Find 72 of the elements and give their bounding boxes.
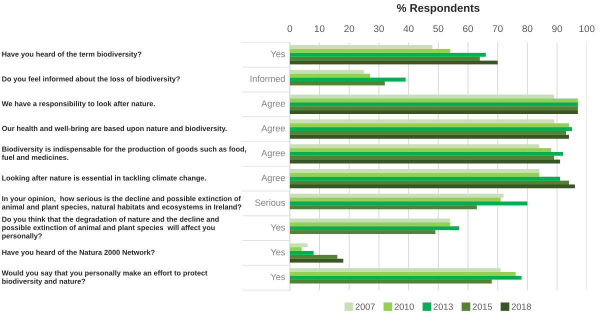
bar bbox=[290, 152, 564, 156]
bar bbox=[290, 268, 501, 272]
x-tick-label: 80 bbox=[522, 25, 532, 32]
bar bbox=[290, 254, 338, 259]
bar bbox=[290, 78, 406, 82]
text: Agree bbox=[261, 100, 285, 109]
bar bbox=[290, 48, 450, 53]
bar bbox=[290, 276, 522, 280]
bar bbox=[290, 205, 477, 210]
bar bbox=[290, 180, 569, 184]
bar bbox=[290, 176, 560, 181]
x-tick-label: 60 bbox=[463, 25, 474, 32]
bar bbox=[290, 272, 516, 276]
x-tick-label: 70 bbox=[492, 25, 503, 32]
bar bbox=[290, 94, 554, 99]
text: Informed bbox=[250, 75, 285, 82]
bar bbox=[290, 280, 492, 284]
legend-label: 2013 bbox=[434, 304, 453, 310]
bar bbox=[290, 45, 432, 49]
text: Serious bbox=[255, 199, 286, 206]
bar bbox=[290, 119, 554, 124]
text: Agree bbox=[261, 150, 285, 158]
bar bbox=[290, 198, 501, 202]
bar bbox=[290, 144, 540, 148]
bar bbox=[290, 251, 314, 255]
chart-title: % Respondents bbox=[396, 4, 480, 14]
x-tick-label: 50 bbox=[433, 25, 444, 32]
text: Agree bbox=[261, 125, 285, 134]
text: Yes bbox=[270, 50, 286, 58]
bar bbox=[290, 110, 578, 114]
bar bbox=[290, 201, 528, 206]
bar bbox=[290, 70, 364, 74]
legend-label: 2010 bbox=[394, 304, 414, 310]
x-tick-label: 10 bbox=[314, 25, 325, 32]
x-tick-label: 30 bbox=[374, 25, 384, 32]
x-tick-label: 100 bbox=[579, 25, 595, 32]
bar bbox=[290, 81, 385, 86]
x-tick-label: 90 bbox=[552, 25, 562, 32]
legend-label: 2015 bbox=[472, 304, 492, 310]
bar bbox=[290, 172, 540, 177]
bar bbox=[290, 56, 480, 61]
text: Yes bbox=[270, 249, 286, 256]
bar bbox=[290, 258, 344, 263]
bar bbox=[290, 123, 569, 128]
bar bbox=[290, 74, 370, 78]
bar bbox=[290, 156, 554, 160]
x-tick-label: 20 bbox=[344, 25, 354, 32]
text: Agree bbox=[261, 174, 285, 183]
x-tick-label: 40 bbox=[403, 25, 414, 32]
text: Yes bbox=[270, 224, 286, 231]
bar bbox=[290, 247, 302, 252]
legend-label: 2007 bbox=[356, 304, 375, 310]
bar bbox=[290, 106, 578, 110]
bar bbox=[290, 230, 436, 234]
bar bbox=[290, 102, 578, 106]
bar bbox=[290, 60, 498, 64]
bar bbox=[290, 127, 572, 132]
bar bbox=[290, 184, 575, 188]
x-tick-label: 0 bbox=[287, 25, 292, 32]
bar bbox=[290, 134, 569, 139]
bar bbox=[290, 226, 460, 230]
legend-label: 2018 bbox=[512, 304, 531, 310]
bar bbox=[290, 160, 560, 164]
bar bbox=[290, 52, 486, 57]
bar bbox=[290, 168, 540, 173]
bar bbox=[290, 194, 504, 198]
bar bbox=[290, 131, 566, 135]
bar bbox=[290, 148, 552, 152]
text: Yes bbox=[270, 274, 286, 280]
bar bbox=[290, 98, 578, 102]
bar bbox=[290, 222, 450, 226]
bar bbox=[290, 218, 450, 222]
